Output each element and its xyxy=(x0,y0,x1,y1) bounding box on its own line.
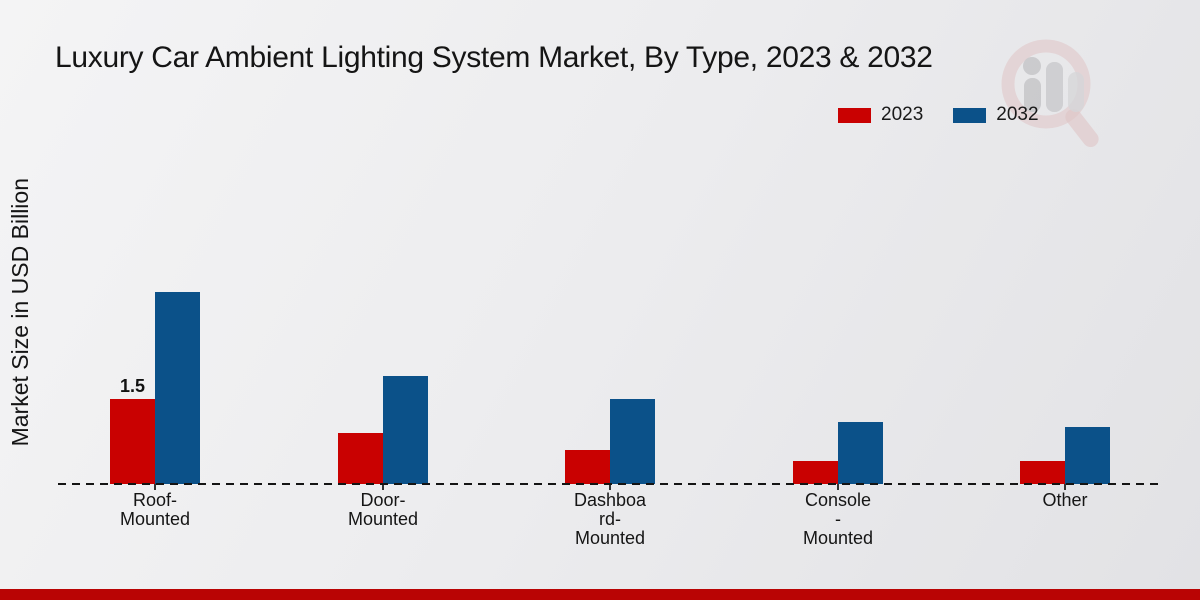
bar-2023-dashboard-mounted xyxy=(565,450,610,484)
bar-2032-other xyxy=(1065,427,1110,484)
category-label-roof-mounted: Roof- Mounted xyxy=(119,490,191,529)
chart-title: Luxury Car Ambient Lighting System Marke… xyxy=(55,41,933,74)
legend-swatch-2032 xyxy=(953,107,987,123)
magnifier-chart-watermark-icon xyxy=(1001,39,1099,148)
footer-bar xyxy=(0,589,1200,600)
category-label-door-mounted: Door- Mounted xyxy=(347,490,419,529)
bar-2023-other xyxy=(1020,461,1065,484)
legend-label-2023: 2023 xyxy=(881,104,924,125)
bar-2023-door-mounted xyxy=(338,433,383,484)
bar-2032-console-mounted xyxy=(838,422,883,484)
bar-2023-roof-mounted xyxy=(110,399,155,484)
category-label-other: Other xyxy=(1042,490,1088,510)
legend-item-2023: 2023 xyxy=(838,104,923,126)
x-axis-baseline xyxy=(58,483,1161,485)
legend-label-2032: 2032 xyxy=(996,104,1039,125)
bar-value-label-roof-mounted: 1.5 xyxy=(119,376,146,396)
axis-tick-console-mounted xyxy=(837,484,839,490)
axis-tick-door-mounted xyxy=(382,484,384,490)
axis-tick-roof-mounted xyxy=(154,484,156,490)
legend-swatch-2023 xyxy=(838,107,871,123)
bar-2032-dashboard-mounted xyxy=(610,399,655,484)
legend-item-2032: 2032 xyxy=(953,104,1039,126)
category-label-dashboard-mounted: Dashboa rd- Mounted xyxy=(573,490,647,548)
legend: 2023 2032 xyxy=(838,104,1039,126)
bar-2023-console-mounted xyxy=(793,461,838,484)
axis-tick-dashboard-mounted xyxy=(609,484,611,490)
bar-2032-roof-mounted xyxy=(155,292,200,484)
axis-tick-other xyxy=(1064,484,1066,490)
bar-2032-door-mounted xyxy=(383,376,428,484)
category-label-console-mounted: Console - Mounted xyxy=(802,490,874,548)
